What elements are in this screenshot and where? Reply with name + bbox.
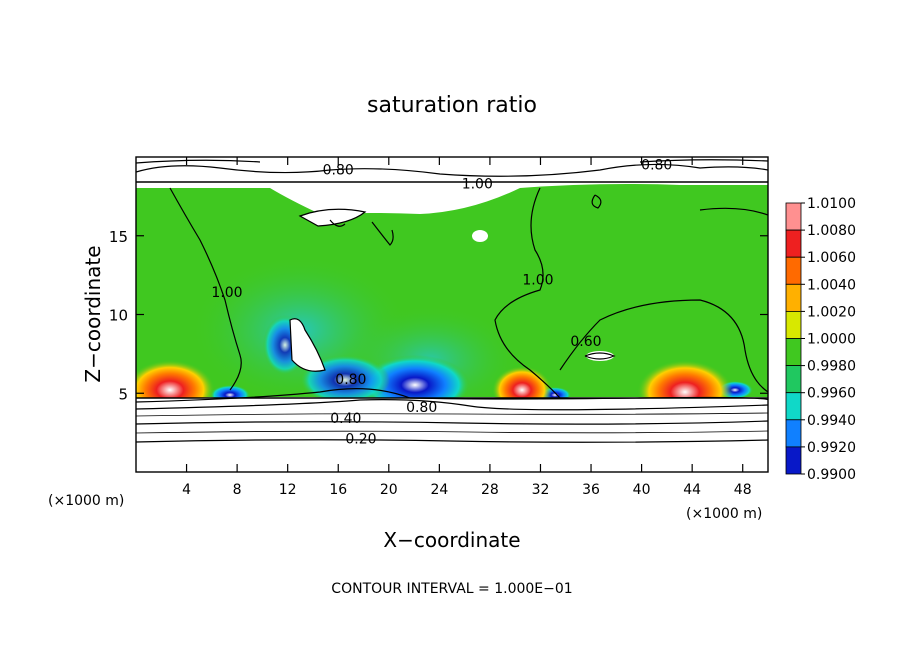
colorbar-label: 1.0100 [807,196,856,212]
colorbar-swatch [785,365,802,394]
x-tick-label: 12 [279,482,297,498]
colorbar-label: 0.9980 [807,359,856,375]
contour-label: 1.00 [522,273,553,289]
x-tick-label: 28 [481,482,499,498]
plot-field [136,157,768,472]
x-tick-label: 4 [182,482,191,498]
contour-label: 1.00 [211,285,242,301]
x-tick-label: 40 [633,482,651,498]
x-tick-label: 32 [532,482,550,498]
colorbar-label: 1.0000 [807,332,856,348]
contour-label: 0.60 [570,334,601,350]
contour-lines [136,159,768,443]
contour-label: 0.80 [335,372,366,388]
z-unit-label: (×1000 m) [48,493,124,509]
x-tick-label: 20 [380,482,398,498]
x-tick-label: 8 [233,482,242,498]
contour-label: 0.80 [406,400,437,416]
colorbar-swatch [785,229,802,258]
x-axis-title: X−coordinate [383,528,520,552]
colorbar-swatch [785,256,802,285]
x-axis: 4 8 12 16 20 24 28 32 36 40 44 48 [182,157,752,498]
x-unit-label: (×1000 m) [686,506,762,522]
colorbar-label: 0.9960 [807,386,856,402]
colorbar-swatch [785,419,802,448]
z-axis-title: Z−coordinate [81,245,105,382]
colorbar-label: 1.0040 [807,277,856,293]
colorbar-label: 0.9940 [807,413,856,429]
colorbar-swatch [785,202,802,231]
colorbar-label: 0.9920 [807,440,856,456]
x-tick-label: 16 [329,482,347,498]
z-tick-label: 5 [118,385,128,403]
x-tick-label: 24 [430,482,448,498]
x-tick-label: 48 [734,482,752,498]
chart-title: saturation ratio [367,93,537,118]
contour-label: 0.80 [641,158,672,174]
colorbar-label: 1.0080 [807,223,856,239]
colorbar-swatch [785,446,802,475]
colorbar-swatch [785,283,802,312]
z-axis: 5 10 15 [109,228,768,403]
colorbar-label: 1.0060 [807,250,856,266]
colorbar-swatch [785,338,802,367]
colorbar-label: 0.9900 [807,467,856,483]
z-tick-label: 15 [109,228,128,246]
colorbar: 1.0100 1.0080 1.0060 1.0040 1.0020 1.0000 0.99… [785,196,856,483]
colorbar-label: 1.0020 [807,304,856,320]
colorbar-swatch [785,310,802,339]
contour-interval-note: CONTOUR INTERVAL = 1.000E−01 [331,581,572,597]
contour-label: 0.40 [330,411,361,427]
contour-label: 0.80 [323,162,354,178]
x-tick-label: 44 [683,482,701,498]
contour-labels: 0.80 0.80 1.00 1.00 1.00 0.60 0.80 0.80 0.40 0.20 [211,158,672,448]
contour-label: 1.00 [462,177,493,193]
colorbar-swatch [785,392,802,421]
x-tick-label: 36 [582,482,600,498]
contour-label: 0.20 [345,432,376,448]
z-tick-label: 10 [109,307,128,325]
